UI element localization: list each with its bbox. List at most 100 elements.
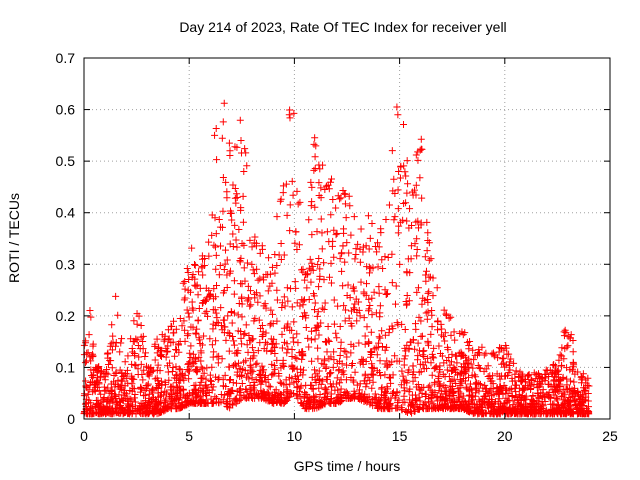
data-point [507,355,515,363]
data-point [219,289,227,297]
data-point [436,350,444,358]
data-point [384,253,392,261]
data-point [208,341,216,349]
data-point [327,279,335,287]
data-point [398,367,406,375]
data-point [143,407,151,415]
data-point [117,339,125,347]
data-point [268,279,276,287]
data-point [282,376,290,384]
data-point [425,288,433,296]
data-point [319,377,327,385]
data-point [561,326,569,334]
data-point [400,162,408,170]
data-point [140,392,148,400]
data-point [316,165,324,173]
data-point [163,348,171,356]
data-point [336,255,344,263]
data-point [498,355,506,363]
data-point [192,390,200,398]
data-point [342,392,350,400]
data-point [170,329,178,337]
y-tick-label: 0.4 [56,205,76,221]
y-tick-label: 0.7 [56,50,76,66]
data-point [439,405,447,413]
data-point [202,375,210,383]
data-point [138,402,146,410]
data-point [553,406,561,414]
data-point [514,396,522,404]
data-point [184,367,192,375]
data-point [258,362,266,370]
data-point [99,403,107,411]
data-point [242,386,250,394]
data-point [428,323,436,331]
data-point [398,320,406,328]
data-point [403,217,411,225]
data-point [536,407,544,415]
data-point [381,371,389,379]
data-point [398,406,406,414]
data-point [405,297,413,305]
data-point [378,342,386,350]
data-point [256,275,264,283]
data-point [394,111,402,119]
data-point [530,410,538,418]
data-point [558,393,566,401]
data-point [340,347,348,355]
data-point [567,331,575,339]
data-point [576,392,584,400]
data-point [560,355,568,363]
data-point [375,333,383,341]
data-point [355,339,363,347]
data-point [232,199,240,207]
data-point [156,398,164,406]
data-point [566,388,574,396]
data-point [172,389,180,397]
data-point [114,311,122,319]
data-point [293,299,301,307]
data-point [183,366,191,374]
data-point [257,372,265,380]
data-point [263,340,271,348]
data-point [453,359,461,367]
data-point [307,278,315,286]
data-point [188,244,196,252]
data-point [121,389,129,397]
data-point [224,390,232,398]
data-point [294,200,302,208]
data-point [239,218,247,226]
data-point [293,187,301,195]
data-point [482,349,490,357]
data-point [539,402,547,410]
data-point [448,350,456,358]
data-point [336,379,344,387]
data-point [357,278,365,286]
data-point [511,370,519,378]
data-point [199,365,207,373]
data-point [134,342,142,350]
data-point [222,383,230,391]
data-point [527,395,535,403]
data-point [246,236,254,244]
data-point [314,308,322,316]
data-point [551,387,559,395]
data-point [108,346,116,354]
data-point [497,385,505,393]
data-point [293,245,301,253]
data-point [309,385,317,393]
data-point [139,376,147,384]
data-point [238,340,246,348]
data-point [278,303,286,311]
data-point [326,398,334,406]
data-point [264,287,272,295]
data-point [172,345,180,353]
data-point [440,381,448,389]
data-point [219,207,227,215]
data-point [410,368,418,376]
data-point [339,242,347,250]
data-point [229,242,237,250]
data-point [342,348,350,356]
data-point [283,349,291,357]
data-point [356,359,364,367]
